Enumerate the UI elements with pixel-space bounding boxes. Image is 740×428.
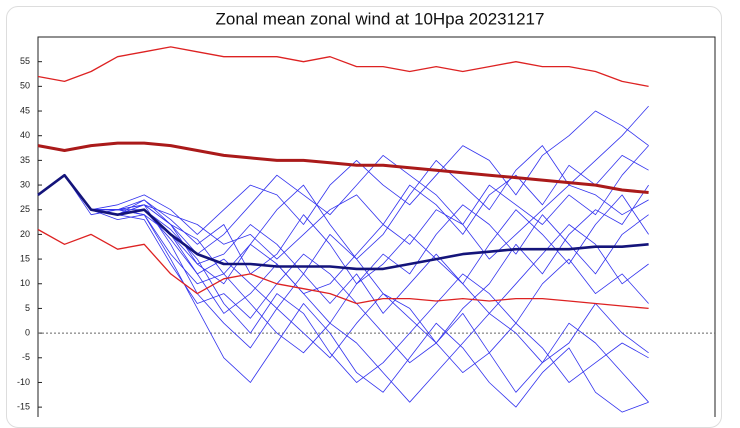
y-tick-label: -5 [22,352,30,362]
y-tick-label: 35 [20,155,30,165]
plot-frame [37,36,716,417]
series-line [37,110,649,235]
series-line [37,46,649,88]
y-tick-label: 20 [20,229,30,239]
series-line [37,228,649,310]
y-tick-label: 5 [25,303,30,313]
y-tick-label: -15 [17,402,30,412]
y-tick-label: 50 [20,81,30,91]
series-line [37,174,649,403]
chart: Zonal mean zonal wind at 10Hpa 20231217 … [17,9,716,417]
y-tick-label: 40 [20,130,30,140]
y-tick-label: 25 [20,204,30,214]
series-line [37,173,649,271]
y-tick-label: 55 [20,56,30,66]
y-tick-label: 45 [20,105,30,115]
y-tick-label: 10 [20,278,30,288]
y-tick-label: 0 [25,327,30,337]
y-tick-label: -10 [17,377,30,387]
series-line [37,141,649,194]
y-tick-label: 15 [20,253,30,263]
y-tick-label: 30 [20,179,30,189]
series-line [37,174,649,413]
series-line [37,174,649,285]
chart-title: Zonal mean zonal wind at 10Hpa 20231217 [216,9,545,28]
